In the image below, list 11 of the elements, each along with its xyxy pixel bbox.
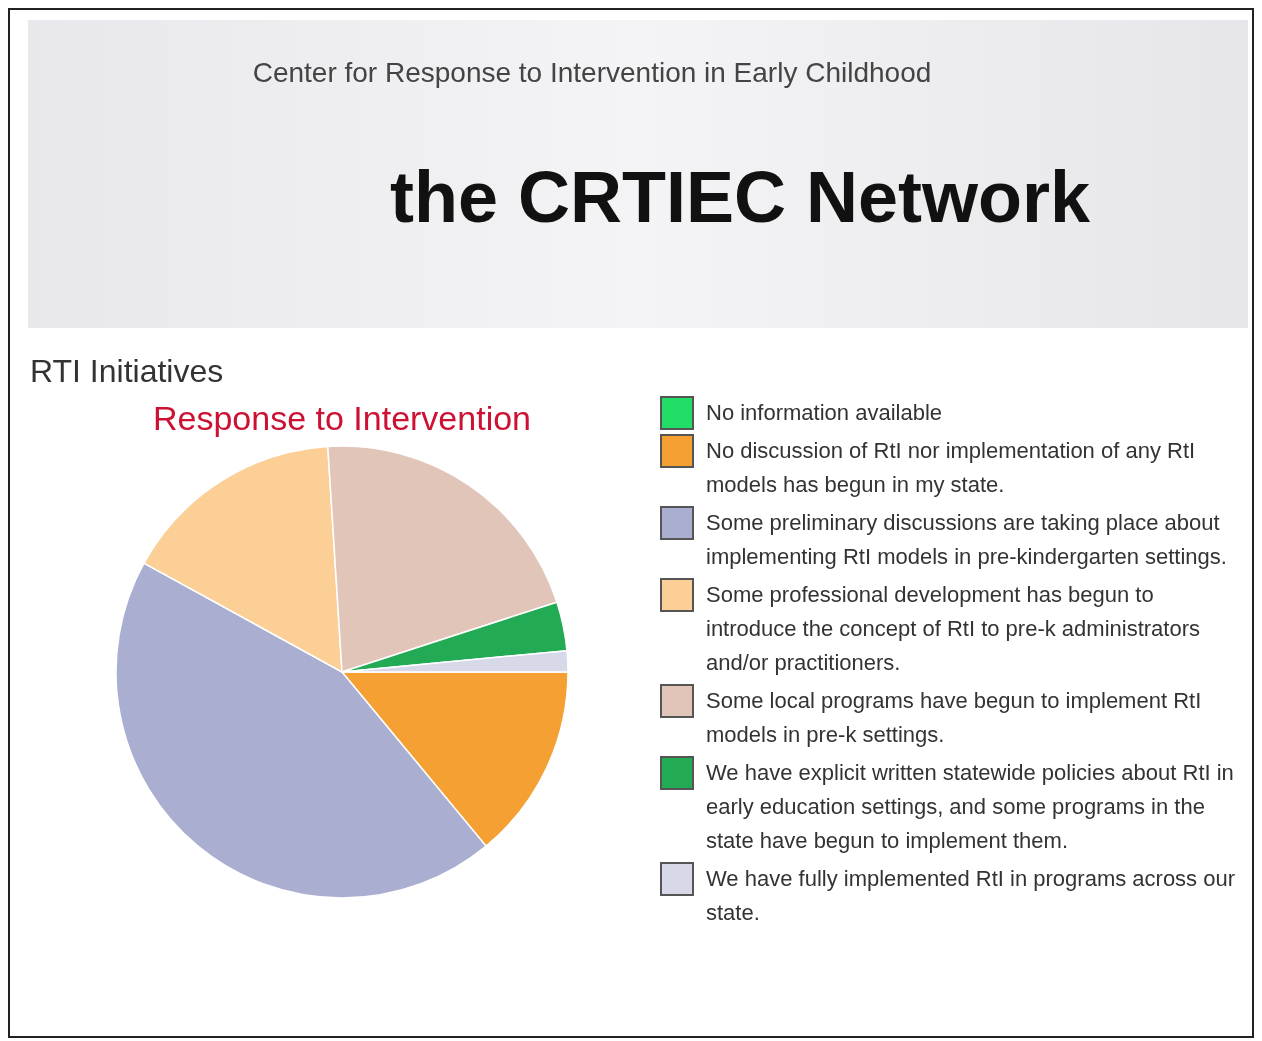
legend-label: No discussion of RtI nor implementation of any RtI models has begun in my state. [706, 437, 1197, 499]
legend-label: We have fully implemented RtI in programs across our state. [706, 865, 1237, 927]
text: Center for Response to Intervention in Early Childhood [252, 57, 932, 88]
legend-label: Some local programs have begun to implement RtI models in pre-k settings. [706, 687, 1203, 749]
legend-label: Some preliminary discussions are taking place about implementing RtI models in pre-kindergarten settings. [706, 509, 1228, 571]
legend-label: Some professional development has begun to introduce the concept of RtI to pre-k administrators and/or practitioners. [706, 581, 1201, 677]
chart-title: RTI Initiatives [30, 353, 224, 389]
chart-subtitle: Response to Intervention [152, 399, 532, 437]
legend-label: We have explicit written statewide policies about RtI in early education settings, and some programs in the state have begun to implement them. [706, 759, 1235, 855]
text: the CRTIEC Network [389, 157, 1091, 237]
legend-label: No information available [706, 399, 943, 427]
